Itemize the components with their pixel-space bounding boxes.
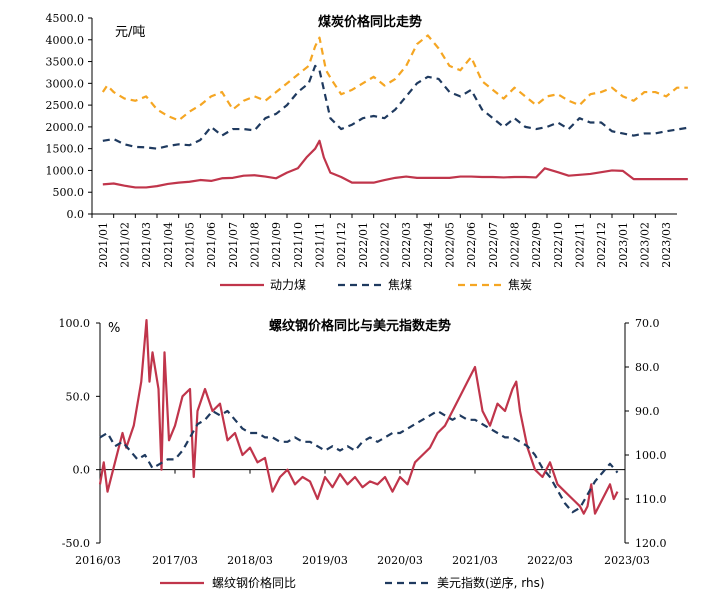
chart1-y-tick-labels: 0.0 500.0 1000.0 1500.0 2000.0 2500.0 3000.0 35… [46,12,85,221]
chart1-x-tick-label: 2021/08 [249,222,262,268]
chart2-legend: 螺纹钢价格同比 美元指数(逆序, rhs) [160,575,545,590]
chart2-series-line-0 [98,318,619,515]
chart2-x-tick-label: 2020/03 [377,554,423,567]
chart1-y-tick-label: 2500.0 [46,99,85,112]
chart1-x-tick-label: 2021/07 [227,222,240,268]
chart1-x-tick-label: 2022/02 [379,222,392,268]
chart1-y-tick-label: 1500.0 [46,143,85,156]
chart1-x-tick-labels: 2021/01 2021/02 2021/03 2021/04 2021/05 2021/… [97,222,673,268]
chart2-y-tick-label: -50.0 [62,537,90,550]
chart1-x-tick-label: 2021/06 [205,222,218,268]
chart1-x-tick-label: 2021/05 [184,222,197,268]
chart1-x-tick-label: 2021/02 [119,222,132,268]
chart1-y-tick-label: 500.0 [53,186,85,199]
chart2-x-tick-label: 2017/03 [152,554,198,567]
chart1-legend-label: 动力煤 [270,278,306,292]
chart1-x-tick-label: 2022/09 [530,222,543,268]
chart1-x-tick-label: 2022/08 [509,222,522,268]
chart1-x-tick-label: 2022/04 [422,222,435,268]
chart2-y-tick-label: 50.0 [66,390,91,403]
chart2-x-tick-label: 2019/03 [302,554,348,567]
chart1-series-line-0 [102,139,688,189]
chart1-x-tick-label: 2023/03 [660,222,673,268]
chart1-series-line-2 [101,34,688,122]
chart1-x-tick-label: 2021/03 [140,222,153,268]
chart1-legend: 动力煤 焦煤 焦炭 [220,278,532,292]
chart2-y-tick-label: 0.0 [73,464,91,477]
chart1-unit: 元/吨 [115,25,145,40]
chart2-legend-label: 螺纹钢价格同比 [212,575,296,590]
chart1-y-tick-label: 1000.0 [46,164,85,177]
chart1-x-tick-label: 2022/12 [595,222,608,268]
chart1-y-tick-label: 4500.0 [46,12,85,25]
chart1-x-tick-label: 2022/03 [400,222,413,268]
chart1-series [101,34,689,189]
chart1-legend-label: 焦煤 [388,278,412,292]
chart2-x-tick-labels: 2016/03 2017/03 2018/03 2019/03 2020/03 2021/… [75,554,650,567]
rebar-usd-chart: 螺纹钢价格同比与美元指数走势 % -50.0 0.0 50.0 100.0 70.0 8… [59,317,667,590]
chart2-y2-tick-label: 70.0 [635,317,660,330]
chart1-y-tick-label: 3000.0 [46,77,85,90]
chart2-y-tick-labels: -50.0 0.0 50.0 100.0 [59,317,91,550]
chart2-x-tick-label: 2021/03 [452,554,498,567]
chart1-y-tick-label: 2000.0 [46,121,85,134]
chart2-y2-tick-label: 120.0 [635,537,667,550]
chart1-x-tick-label: 2021/09 [270,222,283,268]
chart2-x-tick-label: 2016/03 [75,554,121,567]
chart1-axes [88,17,677,218]
chart2-y2-tick-label: 90.0 [635,405,660,418]
chart1-x-tick-label: 2022/07 [487,222,500,268]
chart1-x-tick-label: 2021/04 [162,222,175,268]
chart2-x-tick-label: 2018/03 [227,554,273,567]
chart1-x-tick-label: 2021/12 [335,222,348,268]
chart1-x-tick-label: 2022/06 [465,222,478,268]
chart2-y-tick-label: 100.0 [59,317,91,330]
chart2-x-tick-label: 2023/03 [604,554,650,567]
chart1-x-tick-label: 2023/01 [617,222,630,268]
chart2-series-line-1 [99,409,619,514]
chart2-axes [96,322,629,544]
chart2-x-tick-label: 2022/03 [527,554,573,567]
chart2-y2-tick-labels: 70.0 80.0 90.0 100.0 110.0 120.0 [635,317,667,550]
chart1-x-tick-label: 2022/10 [552,222,565,268]
chart2-unit: % [108,321,120,336]
chart1-y-tick-label: 3500.0 [46,56,85,69]
chart2-y2-tick-label: 100.0 [635,449,667,462]
coal-price-chart: 煤炭价格同比走势 元/吨 0.0 500.0 1000.0 1500.0 2000.0 2… [46,12,689,292]
chart1-x-tick-label: 2022/11 [574,222,587,268]
chart1-x-tick-label: 2023/02 [639,222,652,268]
chart1-legend-label: 焦炭 [508,278,532,292]
chart1-series-line-1 [102,64,689,150]
chart2-y2-tick-label: 80.0 [635,361,660,374]
chart1-x-tick-label: 2021/01 [97,222,110,268]
chart1-x-tick-label: 2022/05 [444,222,457,268]
chart1-y-tick-label: 4000.0 [46,34,85,47]
chart1-x-tick-label: 2021/10 [292,222,305,268]
chart1-y-tick-label: 0.0 [67,208,85,221]
chart1-x-tick-label: 2021/11 [314,222,327,268]
chart2-series [98,318,619,515]
chart2-title: 螺纹钢价格同比与美元指数走势 [269,318,451,334]
chart1-title: 煤炭价格同比走势 [318,14,422,30]
chart1-x-tick-label: 2022/01 [357,222,370,268]
chart2-y2-tick-label: 110.0 [635,493,667,506]
chart2-legend-label: 美元指数(逆序, rhs) [437,575,545,590]
